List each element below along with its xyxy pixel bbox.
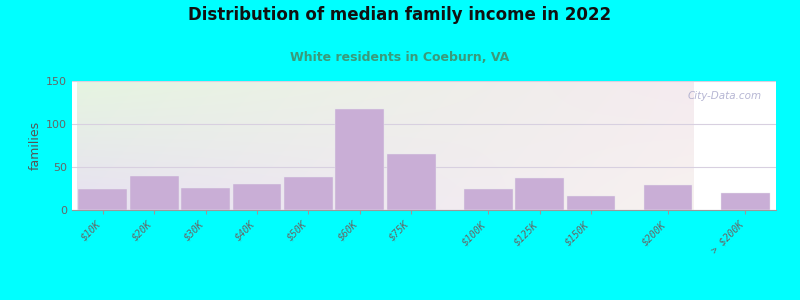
Bar bbox=[78, 188, 127, 210]
Text: White residents in Coeburn, VA: White residents in Coeburn, VA bbox=[290, 51, 510, 64]
Y-axis label: families: families bbox=[29, 121, 42, 170]
Text: City-Data.com: City-Data.com bbox=[688, 91, 762, 101]
Bar bbox=[335, 109, 384, 210]
Bar bbox=[284, 177, 333, 210]
Bar bbox=[130, 176, 178, 210]
Text: Distribution of median family income in 2022: Distribution of median family income in … bbox=[189, 6, 611, 24]
Bar bbox=[181, 188, 230, 210]
Bar bbox=[464, 188, 513, 210]
Bar bbox=[515, 178, 564, 210]
Bar bbox=[233, 184, 282, 210]
Bar bbox=[386, 154, 435, 210]
Bar bbox=[644, 185, 693, 210]
Bar bbox=[721, 193, 770, 210]
Bar bbox=[566, 196, 615, 210]
